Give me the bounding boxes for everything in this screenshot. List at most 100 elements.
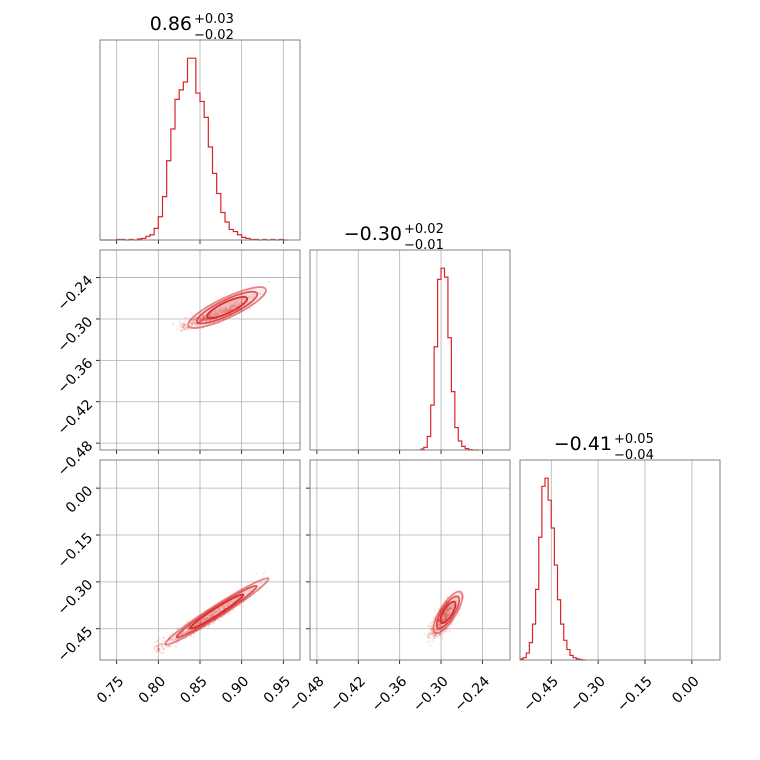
panel-joint-12-point-390 — [201, 319, 204, 322]
panel-joint-12-point-329 — [198, 319, 201, 322]
panel-joint-12-point-20 — [229, 307, 232, 310]
panel-joint-23-point-159 — [432, 637, 435, 641]
panel-joint-12-point-348 — [183, 317, 186, 320]
panel-joint-12-point-128 — [203, 318, 206, 321]
panel-joint-12-point-207 — [203, 318, 206, 321]
panel-joint-12-point-172 — [202, 318, 205, 321]
panel-joint-23-contour-2 — [439, 600, 457, 625]
panel-joint-23-point-257 — [445, 613, 448, 617]
panel-joint-13-point-352 — [215, 610, 218, 613]
panel-joint-12-point-141 — [222, 308, 225, 311]
panel-joint-13-point-333 — [255, 572, 258, 575]
panel-joint-12-point-322 — [205, 319, 208, 322]
panel-joint-13-point-384 — [262, 571, 266, 575]
panel-joint-23-point-10 — [430, 631, 433, 634]
panel-joint-12-point-90 — [214, 312, 217, 315]
panel-joint-23-point-82 — [449, 606, 452, 610]
panel-joint-12-point-106 — [178, 320, 182, 323]
panel-joint-23-point-322 — [443, 617, 446, 620]
panel-joint-12-point-365 — [209, 319, 212, 322]
panel-joint-12-ytick-label-0: −0.24 — [55, 273, 97, 315]
panel-joint-12-point-213 — [184, 326, 187, 329]
panel-joint-12-point-147 — [203, 316, 206, 319]
panel-joint-12-point-162 — [190, 312, 193, 315]
panel-joint-13-xtick-label-1: 0.80 — [136, 673, 169, 706]
panel-joint-12-point-404 — [204, 317, 207, 320]
panel-joint-23-point-57 — [442, 619, 445, 622]
panel-joint-12-point-280 — [224, 307, 227, 310]
panel-joint-23-point-304 — [443, 612, 446, 615]
panel-joint-12-point-168 — [199, 318, 202, 321]
panel-joint-12-point-274 — [238, 303, 241, 306]
panel-joint-23-point-270 — [432, 640, 435, 643]
panel-joint-13-point-119 — [195, 623, 198, 626]
panel-joint-13-point-157 — [155, 650, 158, 653]
panel-joint-12-point-311 — [184, 325, 187, 328]
panel-joint-13-point-188 — [227, 602, 230, 605]
panel-joint-12-point-216 — [203, 319, 206, 322]
panel-joint-12-point-178 — [213, 312, 216, 315]
panel-joint-12-point-353 — [229, 308, 232, 311]
panel-joint-12-point-107 — [218, 310, 221, 314]
panel-joint-23-point-168 — [442, 616, 445, 619]
panel-joint-13-point-203 — [212, 613, 215, 617]
panel-joint-13-point-4 — [160, 645, 163, 648]
panel-joint-12-point-340 — [235, 305, 238, 308]
panel-joint-23-point-114 — [445, 613, 448, 616]
panel-joint-23-point-127 — [430, 629, 433, 632]
panel-hist-3-xtick-label-0: −0.45 — [520, 673, 562, 715]
panel-joint-13-point-388 — [215, 610, 218, 613]
panel-joint-23-point-202 — [449, 607, 452, 610]
panel-joint-23-point-411 — [442, 613, 445, 616]
panel-joint-13-point-62 — [218, 609, 221, 612]
panel-joint-12-ytick-label-4: −0.48 — [55, 438, 97, 480]
panel-joint-23-point-349 — [443, 614, 446, 618]
panel-joint-12-point-127 — [214, 313, 217, 316]
panel-joint-23-point-371 — [437, 623, 440, 626]
panel-joint-23-point-199 — [431, 620, 434, 623]
panel-joint-23-point-262 — [445, 611, 448, 615]
panel-joint-13-frame — [99, 459, 301, 661]
panel-joint-23-point-123 — [430, 626, 433, 629]
panel-hist-2-hist-line — [420, 267, 479, 451]
panel-joint-12-point-35 — [199, 319, 202, 322]
panel-joint-12-point-197 — [179, 329, 182, 332]
panel-joint-23-point-28 — [444, 613, 447, 616]
panel-joint-13-point-245 — [156, 645, 159, 648]
panel-joint-12-point-276 — [235, 301, 238, 304]
panel-joint-12-point-265 — [229, 309, 232, 312]
panel-joint-12-point-100 — [201, 317, 204, 320]
panel-joint-13-point-219 — [209, 614, 212, 618]
panel-joint-23-point-79 — [437, 621, 440, 624]
panel-joint-23-point-419 — [446, 595, 449, 598]
panel-joint-12-point-38 — [225, 308, 229, 312]
panel-joint-13-point-103 — [155, 648, 158, 652]
panel-joint-12-point-337 — [220, 306, 223, 310]
panel-joint-12-point-73 — [217, 313, 220, 316]
panel-joint-23-point-30 — [442, 618, 445, 621]
panel-joint-13-point-96 — [222, 615, 225, 618]
panel-joint-23-xtick-label-2: −0.36 — [369, 673, 411, 715]
panel-joint-13-point-130 — [159, 642, 162, 646]
panel-joint-12-point-367 — [205, 320, 208, 323]
panel-joint-13-point-127 — [161, 643, 164, 646]
panel-joint-12-point-164 — [191, 321, 194, 324]
panel-joint-12-point-89 — [222, 310, 225, 313]
panel-joint-23-point-309 — [447, 610, 450, 613]
panel-joint-23-point-47 — [440, 624, 443, 627]
panel-joint-13-point-369 — [156, 639, 159, 643]
panel-joint-23-point-26 — [445, 609, 448, 612]
panel-joint-12-point-210 — [248, 296, 251, 299]
panel-joint-12-point-306 — [194, 322, 197, 325]
panel-hist-3-title-plus: +0.05 — [614, 432, 654, 447]
panel-hist-2-title-minus: −0.01 — [404, 238, 444, 253]
panel-joint-13-ytick-label-3: −0.45 — [55, 624, 97, 666]
panel-joint-12-point-57 — [205, 318, 209, 321]
panel-joint-12-point-237 — [210, 312, 213, 316]
panel-joint-13-point-152 — [223, 607, 226, 610]
panel-joint-12-point-34 — [203, 316, 206, 319]
panel-joint-13-point-317 — [203, 617, 206, 620]
panel-joint-12-point-301 — [219, 310, 222, 313]
panel-joint-13-point-45 — [218, 607, 221, 610]
panel-joint-13-point-389 — [224, 604, 227, 608]
